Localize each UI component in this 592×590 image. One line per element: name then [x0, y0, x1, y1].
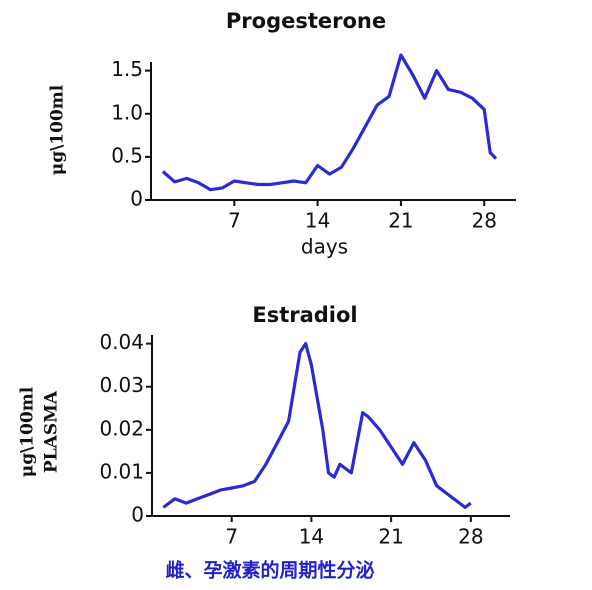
- y-axis-label: μg\100ml: [18, 386, 38, 477]
- y-tick-label: 0.5: [111, 143, 143, 167]
- x-tick-label: 28: [458, 525, 483, 549]
- x-tick-label: 21: [388, 209, 413, 233]
- x-tick-label: 21: [378, 525, 403, 549]
- y-tick-label: 0.03: [99, 373, 144, 397]
- y-tick-label: 0.01: [99, 459, 144, 483]
- y-tick-label: 0: [131, 503, 144, 527]
- chart-title: Estradiol: [252, 303, 357, 327]
- data-line: [162, 342, 472, 509]
- y-tick-label: 1.5: [111, 57, 143, 81]
- y-tick-label: 0.02: [99, 416, 144, 440]
- data-line: [161, 53, 498, 192]
- chart-title: Progesterone: [226, 9, 386, 33]
- x-tick-label: 14: [305, 209, 330, 233]
- y-tick-label: 1.0: [111, 100, 143, 124]
- x-tick-label: 14: [299, 525, 324, 549]
- y-tick-label: 0.04: [99, 330, 144, 354]
- x-tick-label: 7: [228, 209, 241, 233]
- y-tick-label: 0: [130, 187, 143, 211]
- x-tick-label: 28: [472, 209, 497, 233]
- y-axis-label: μg\100ml: [48, 84, 68, 175]
- x-tick-label: 7: [225, 525, 238, 549]
- x-axis-label: days: [301, 235, 348, 259]
- y-axis-label: PLASMA: [42, 390, 62, 473]
- caption: 雌、孕激素的周期性分泌: [165, 559, 374, 582]
